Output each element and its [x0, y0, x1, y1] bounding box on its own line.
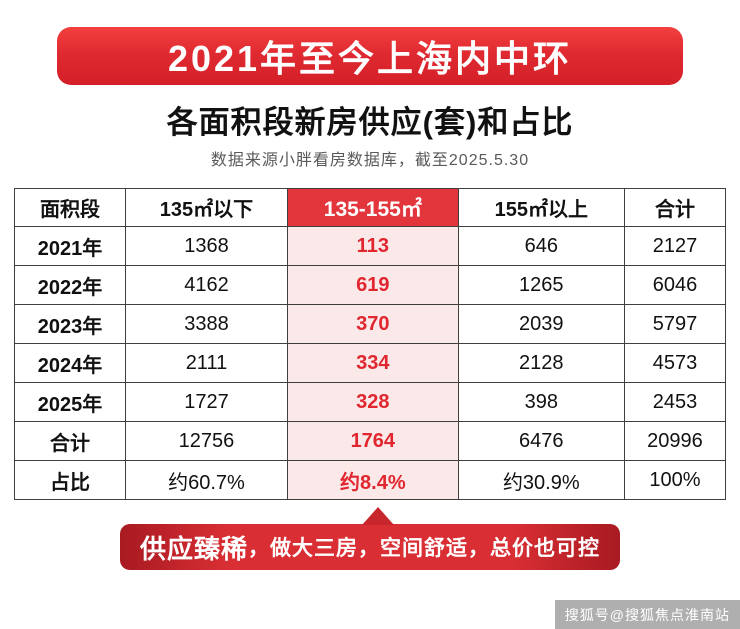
table-cell-highlighted: 334 [287, 343, 459, 383]
table-cell: 3388 [124, 304, 289, 344]
table-cell: 4573 [623, 343, 727, 383]
watermark: 搜狐号@搜狐焦点淮南站 [554, 600, 740, 629]
table-cell: 1727 [124, 382, 289, 422]
column-header-total: 合计 [623, 188, 727, 227]
table-cell: 2039 [457, 304, 625, 344]
row-label: 2023年 [14, 304, 126, 344]
table-cell: 5797 [623, 304, 727, 344]
row-label: 占比 [14, 460, 126, 500]
table-cell-highlighted: 1764 [287, 421, 459, 461]
row-label: 2024年 [14, 343, 126, 383]
row-label: 2022年 [14, 265, 126, 305]
table-cell-highlighted: 328 [287, 382, 459, 422]
ribbon-title: 2021年至今上海内中环 [167, 38, 573, 79]
column-header-over-155: 155㎡以上 [457, 188, 625, 227]
column-header-135-155-highlighted: 135-155㎡ [287, 188, 459, 227]
callout-highlight-text: 供应臻稀 [139, 533, 248, 564]
table-cell: 12756 [124, 421, 289, 461]
table-row-2023: 2023年 3388 370 2039 5797 [14, 304, 727, 344]
table-row-2025: 2025年 1727 328 398 2453 [14, 382, 727, 422]
table-cell: 2127 [623, 226, 727, 266]
table-cell: 1265 [457, 265, 625, 305]
table-cell: 20996 [623, 421, 727, 461]
table-row-2024: 2024年 2111 334 2128 4573 [14, 343, 727, 383]
column-header-area: 面积段 [14, 188, 126, 227]
table-cell: 4162 [124, 265, 289, 305]
table-cell: 2453 [623, 382, 727, 422]
table-cell: 6476 [457, 421, 625, 461]
column-header-under-135: 135㎡以下 [124, 188, 289, 227]
table-cell: 100% [623, 460, 727, 500]
table-cell: 6046 [623, 265, 727, 305]
page-title: 各面积段新房供应(套)和占比 [166, 105, 574, 140]
table-row-2021: 2021年 1368 113 646 2127 [14, 226, 727, 266]
table-cell-highlighted: 约8.4% [287, 460, 459, 500]
table-cell: 约60.7% [124, 460, 289, 500]
table-cell: 约30.9% [457, 460, 625, 500]
ribbon-banner: 2021年至今上海内中环 [57, 27, 683, 85]
row-label: 合计 [14, 421, 126, 461]
table-cell: 1368 [124, 226, 289, 266]
table-cell-highlighted: 370 [287, 304, 459, 344]
row-label: 2021年 [14, 226, 126, 266]
table-cell-highlighted: 619 [287, 265, 459, 305]
supply-table: 面积段 135㎡以下 135-155㎡ 155㎡以上 合计 2021年 1368… [14, 188, 727, 500]
data-source-subtitle: 数据来源小胖看房数据库，截至2025.5.30 [210, 152, 530, 169]
table-cell: 646 [457, 226, 625, 266]
table-cell-highlighted: 113 [287, 226, 459, 266]
callout-banner: 供应臻稀 ，做大三房，空间舒适，总价也可控 [120, 507, 620, 570]
callout-rest-text: ，做大三房，空间舒适，总价也可控 [248, 537, 600, 560]
table-cell: 398 [457, 382, 625, 422]
table-row-percentage: 占比 约60.7% 约8.4% 约30.9% 100% [14, 460, 727, 500]
table-cell: 2128 [457, 343, 625, 383]
table-row-2022: 2022年 4162 619 1265 6046 [14, 265, 727, 305]
header-row: 面积段 135㎡以下 135-155㎡ 155㎡以上 合计 [14, 188, 727, 227]
table-row-total: 合计 12756 1764 6476 20996 [14, 421, 727, 461]
row-label: 2025年 [14, 382, 126, 422]
table-cell: 2111 [124, 343, 289, 383]
